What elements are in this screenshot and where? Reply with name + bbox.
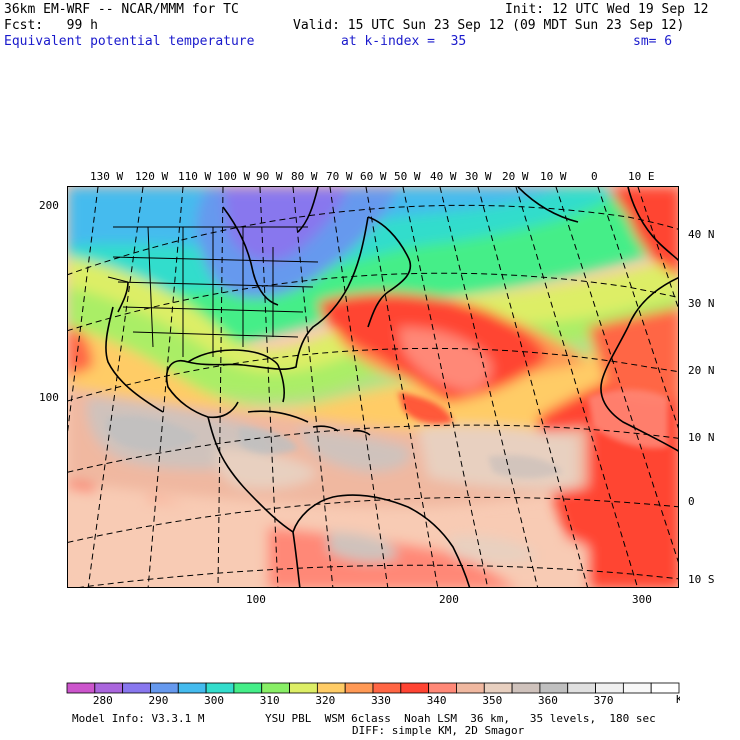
- colorbar-label: 280: [93, 694, 113, 707]
- lat-label-10n: 10 N: [688, 431, 715, 444]
- lon-label-10w: 10 W: [540, 170, 567, 183]
- physics-options: YSU PBL WSM 6class Noah LSM 36 km, 35 le…: [265, 712, 656, 725]
- colorbar-label: 370: [594, 694, 614, 707]
- colorbar-swatch: [177, 682, 207, 694]
- colorbar-swatch: [261, 682, 290, 694]
- theta-e-detail: [106, 389, 668, 479]
- colorbar-unit: K: [676, 693, 680, 706]
- colorbar-label: 320: [315, 694, 335, 707]
- colorbar-swatch: [511, 682, 541, 694]
- coastlines: [105, 187, 678, 587]
- colorbar-label: 310: [260, 694, 280, 707]
- lon-label-30w: 30 W: [465, 170, 492, 183]
- colorbar-swatch: [622, 682, 652, 694]
- colorbar-label: 290: [149, 694, 169, 707]
- lon-label-80w: 80 W: [291, 170, 318, 183]
- lon-label-130w: 130 W: [90, 170, 124, 183]
- lat-label-30n: 30 N: [688, 297, 715, 310]
- colorbar-labels: 280 290 300 310 320 330 340 350 360 370: [93, 694, 614, 707]
- grid-x-label-300: 300: [632, 593, 652, 606]
- colorbar-swatch: [539, 682, 569, 694]
- forecast-hour: Fcst: 99 h: [4, 18, 98, 33]
- theta-e-field: [68, 187, 678, 587]
- lat-label-0: 0: [688, 495, 695, 508]
- lat-label-40n: 40 N: [688, 228, 715, 241]
- lon-label-60w: 60 W: [360, 170, 387, 183]
- colorbar-swatch: [344, 682, 374, 694]
- colorbar-label: 350: [482, 694, 502, 707]
- colorbar-swatch: [567, 682, 596, 694]
- colorbar-swatch: [595, 682, 624, 694]
- colorbar-swatch: [456, 682, 485, 694]
- lon-label-10e: 10 E: [628, 170, 655, 183]
- colorbar-label: 340: [427, 694, 447, 707]
- model-title: 36km EM-WRF -- NCAR/MMM for TC: [4, 2, 239, 17]
- colorbar-swatch: [483, 682, 513, 694]
- init-time: Init: 12 UTC Wed 19 Sep 12: [505, 2, 709, 17]
- lon-label-50w: 50 W: [394, 170, 421, 183]
- grid-y-label-100: 100: [39, 391, 59, 404]
- lon-label-0: 0: [591, 170, 598, 183]
- lon-label-70w: 70 W: [326, 170, 353, 183]
- diffusion-options: DIFF: simple KM, 2D Smagor: [352, 724, 525, 737]
- lat-label-10s: 10 S: [688, 573, 715, 586]
- grid-x-label-200: 200: [439, 593, 459, 606]
- grid-y-label-200: 200: [39, 199, 59, 212]
- field-name: Equivalent potential temperature: [4, 34, 255, 49]
- lon-label-110w: 110 W: [178, 170, 212, 183]
- colorbar-swatch: [233, 682, 263, 694]
- lat-label-20n: 20 N: [688, 364, 715, 377]
- colorbar-swatch: [66, 682, 96, 694]
- colorbar-label: 360: [538, 694, 558, 707]
- colorbar-swatch: [650, 682, 680, 694]
- theta-e-map: [67, 186, 679, 588]
- grid-x-label-100: 100: [246, 593, 266, 606]
- colorbar-swatch: [205, 682, 235, 694]
- model-info: Model Info: V3.3.1 M: [72, 712, 205, 725]
- colorbar-swatch: [94, 682, 124, 694]
- lon-label-20w: 20 W: [502, 170, 529, 183]
- lon-label-40w: 40 W: [430, 170, 457, 183]
- colorbar-swatch: [150, 682, 179, 694]
- colorbar-swatches: [66, 682, 680, 694]
- colorbar-swatch: [400, 682, 430, 694]
- level-index: at k-index = 35: [341, 34, 467, 49]
- colorbar-label: 300: [204, 694, 224, 707]
- lon-label-100w: 100 W: [217, 170, 251, 183]
- valid-time: Valid: 15 UTC Sun 23 Sep 12 (09 MDT Sun …: [293, 18, 685, 33]
- lon-label-90w: 90 W: [256, 170, 283, 183]
- colorbar: 280 290 300 310 320 330 340 350 360 370 K: [66, 682, 680, 707]
- smoothing: sm= 6: [633, 34, 673, 49]
- graticule: [68, 187, 678, 587]
- colorbar-swatch: [122, 682, 151, 694]
- colorbar-swatch: [428, 682, 457, 694]
- lon-label-120w: 120 W: [135, 170, 169, 183]
- colorbar-swatch: [372, 682, 402, 694]
- political-boundaries: [107, 226, 319, 357]
- colorbar-swatch: [316, 682, 346, 694]
- colorbar-swatch: [289, 682, 318, 694]
- colorbar-label: 330: [371, 694, 391, 707]
